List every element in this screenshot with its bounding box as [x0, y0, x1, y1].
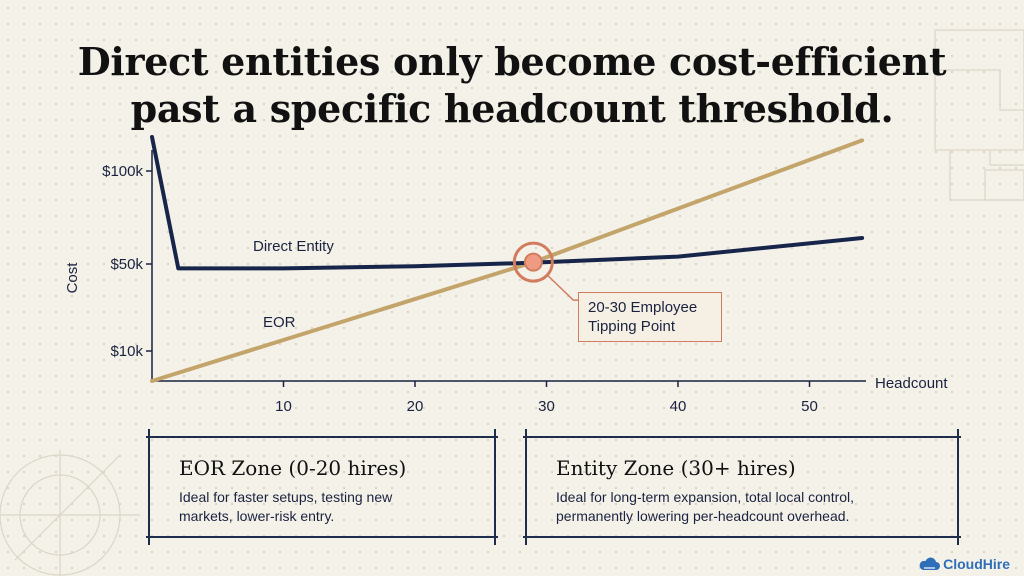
card-bottom-rule: [146, 536, 498, 538]
eor-zone-line-2: markets, lower-risk entry.: [179, 508, 335, 524]
y-tick-label: $50k: [110, 256, 143, 273]
entity-zone-description: Ideal for long-term expansion, total loc…: [556, 488, 961, 526]
logo-text: CloudHire: [943, 556, 1010, 572]
page-title: Direct entities only become cost-efficie…: [0, 38, 1024, 132]
direct-entity-series-line: [150, 135, 865, 271]
entity-zone-title: Entity Zone (30+ hires): [556, 456, 796, 480]
entity-zone-card: Entity Zone (30+ hires) Ideal for long-t…: [523, 429, 961, 545]
card-left-tick: [525, 429, 527, 545]
tipping-point-marker: [523, 252, 543, 272]
eor-zone-title: EOR Zone (0-20 hires): [179, 456, 407, 480]
callout-line-1: 20-30 Employee: [588, 299, 698, 316]
card-top-rule: [146, 436, 498, 438]
x-tick-label: 20: [407, 398, 424, 415]
y-tick-label: $10k: [110, 343, 143, 360]
eor-series-label: EOR: [263, 314, 296, 331]
tipping-point-callout: 20-30 Employee Tipping Point: [578, 292, 722, 342]
title-line-1: Direct entities only become cost-efficie…: [77, 39, 947, 84]
card-top-rule: [523, 436, 961, 438]
x-tick-label: 50: [801, 398, 818, 415]
x-tick-label: 30: [538, 398, 555, 415]
eor-zone-line-1: Ideal for faster setups, testing new: [179, 489, 393, 505]
card-right-tick: [957, 429, 959, 545]
entity-zone-line-1: Ideal for long-term expansion, total loc…: [556, 489, 855, 505]
x-axis-label: Headcount: [875, 375, 948, 392]
card-left-tick: [148, 429, 150, 545]
card-bottom-rule: [523, 536, 961, 538]
tipping-point-leader-line: [546, 274, 578, 301]
direct-entity-series-label: Direct Entity: [253, 238, 334, 255]
eor-zone-description: Ideal for faster setups, testing new mar…: [179, 488, 498, 526]
eor-series-line: [150, 138, 865, 383]
tipping-point-ring: [512, 241, 554, 283]
cloud-icon: [919, 557, 941, 570]
y-tick-label: $100k: [102, 163, 143, 180]
x-tick-label: 40: [670, 398, 687, 415]
title-line-2: past a specific headcount threshold.: [130, 86, 894, 131]
eor-zone-card: EOR Zone (0-20 hires) Ideal for faster s…: [146, 429, 498, 545]
callout-line-2: Tipping Point: [588, 318, 675, 335]
entity-zone-line-2: permanently lowering per-headcount overh…: [556, 508, 850, 524]
cloudhire-logo[interactable]: CloudHire: [918, 556, 1010, 572]
x-tick-label: 10: [275, 398, 292, 415]
card-right-tick: [494, 429, 496, 545]
y-axis-label: Cost: [64, 262, 81, 294]
